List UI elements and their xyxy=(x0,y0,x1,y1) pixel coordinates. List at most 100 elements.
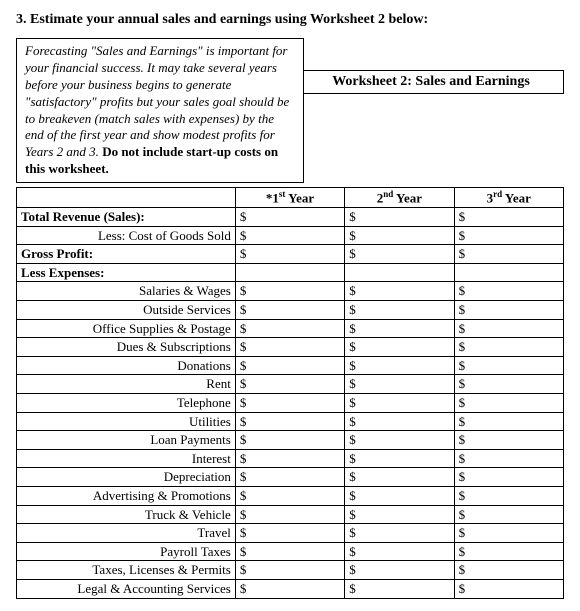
cell-year2[interactable] xyxy=(345,263,454,282)
cell-year3[interactable]: $ xyxy=(454,393,563,412)
cell-year1[interactable]: $ xyxy=(235,301,344,320)
cell-year3[interactable]: $ xyxy=(454,282,563,301)
row-label: Depreciation xyxy=(17,468,236,487)
cell-year3[interactable]: $ xyxy=(454,319,563,338)
table-row: Taxes, Licenses & Permits$$$ xyxy=(17,561,564,580)
row-label: Outside Services xyxy=(17,301,236,320)
cell-year1[interactable] xyxy=(235,263,344,282)
cell-year2[interactable]: $ xyxy=(345,375,454,394)
cell-year3[interactable]: $ xyxy=(454,431,563,450)
cell-year1[interactable]: $ xyxy=(235,208,344,227)
cell-year2[interactable]: $ xyxy=(345,505,454,524)
cell-year1[interactable]: $ xyxy=(235,542,344,561)
cell-year2[interactable]: $ xyxy=(345,486,454,505)
row-label: Truck & Vehicle xyxy=(17,505,236,524)
cell-year3[interactable]: $ xyxy=(454,226,563,245)
table-row: Less Expenses: xyxy=(17,263,564,282)
table-row: Telephone$$$ xyxy=(17,393,564,412)
cell-year2[interactable]: $ xyxy=(345,245,454,264)
cell-year3[interactable]: $ xyxy=(454,505,563,524)
table-row: Legal & Accounting Services$$$ xyxy=(17,579,564,598)
cell-year2[interactable]: $ xyxy=(345,579,454,598)
cell-year2[interactable]: $ xyxy=(345,542,454,561)
table-row: Total Revenue (Sales):$$$ xyxy=(17,208,564,227)
cell-year2[interactable]: $ xyxy=(345,524,454,543)
cell-year2[interactable]: $ xyxy=(345,301,454,320)
cell-year2[interactable]: $ xyxy=(345,393,454,412)
row-label: Salaries & Wages xyxy=(17,282,236,301)
cell-year2[interactable]: $ xyxy=(345,208,454,227)
table-row: Utilities$$$ xyxy=(17,412,564,431)
cell-year1[interactable]: $ xyxy=(235,524,344,543)
table-row: Advertising & Promotions$$$ xyxy=(17,486,564,505)
cell-year1[interactable]: $ xyxy=(235,393,344,412)
cell-year2[interactable]: $ xyxy=(345,449,454,468)
cell-year2[interactable]: $ xyxy=(345,226,454,245)
section-heading: 3. Estimate your annual sales and earnin… xyxy=(16,12,564,28)
table-row: Interest$$$ xyxy=(17,449,564,468)
cell-year3[interactable]: $ xyxy=(454,542,563,561)
col-header-year2: 2nd Year xyxy=(345,188,454,208)
row-label: Telephone xyxy=(17,393,236,412)
cell-year1[interactable]: $ xyxy=(235,505,344,524)
row-label: Gross Profit: xyxy=(17,245,236,264)
table-row: Payroll Taxes$$$ xyxy=(17,542,564,561)
worksheet-table: *1st Year 2nd Year 3rd Year Total Revenu… xyxy=(16,187,564,598)
cell-year1[interactable]: $ xyxy=(235,338,344,357)
cell-year1[interactable]: $ xyxy=(235,561,344,580)
cell-year3[interactable]: $ xyxy=(454,245,563,264)
cell-year3[interactable]: $ xyxy=(454,486,563,505)
cell-year3[interactable]: $ xyxy=(454,338,563,357)
table-row: Donations$$$ xyxy=(17,356,564,375)
cell-year3[interactable]: $ xyxy=(454,375,563,394)
cell-year2[interactable]: $ xyxy=(345,412,454,431)
row-label: Total Revenue (Sales): xyxy=(17,208,236,227)
cell-year2[interactable]: $ xyxy=(345,282,454,301)
cell-year3[interactable] xyxy=(454,263,563,282)
row-label: Less: Cost of Goods Sold xyxy=(17,226,236,245)
cell-year3[interactable]: $ xyxy=(454,356,563,375)
cell-year3[interactable]: $ xyxy=(454,524,563,543)
table-row: Less: Cost of Goods Sold$$$ xyxy=(17,226,564,245)
cell-year1[interactable]: $ xyxy=(235,356,344,375)
cell-year1[interactable]: $ xyxy=(235,319,344,338)
row-label: Less Expenses: xyxy=(17,263,236,282)
cell-year1[interactable]: $ xyxy=(235,226,344,245)
row-label: Legal & Accounting Services xyxy=(17,579,236,598)
callout-italic: Forecasting "Sales and Earnings" is impo… xyxy=(25,43,289,159)
row-label: Taxes, Licenses & Permits xyxy=(17,561,236,580)
table-row: Dues & Subscriptions$$$ xyxy=(17,338,564,357)
cell-year1[interactable]: $ xyxy=(235,468,344,487)
cell-year3[interactable]: $ xyxy=(454,449,563,468)
cell-year1[interactable]: $ xyxy=(235,282,344,301)
row-label: Payroll Taxes xyxy=(17,542,236,561)
row-label: Travel xyxy=(17,524,236,543)
cell-year3[interactable]: $ xyxy=(454,579,563,598)
table-row: Gross Profit:$$$ xyxy=(17,245,564,264)
table-row: Loan Payments$$$ xyxy=(17,431,564,450)
cell-year3[interactable]: $ xyxy=(454,561,563,580)
cell-year2[interactable]: $ xyxy=(345,338,454,357)
cell-year2[interactable]: $ xyxy=(345,356,454,375)
table-row: Travel$$$ xyxy=(17,524,564,543)
cell-year3[interactable]: $ xyxy=(454,412,563,431)
cell-year1[interactable]: $ xyxy=(235,245,344,264)
cell-year1[interactable]: $ xyxy=(235,412,344,431)
cell-year1[interactable]: $ xyxy=(235,486,344,505)
cell-year2[interactable]: $ xyxy=(345,468,454,487)
cell-year3[interactable]: $ xyxy=(454,468,563,487)
cell-year2[interactable]: $ xyxy=(345,319,454,338)
cell-year3[interactable]: $ xyxy=(454,301,563,320)
row-label: Office Supplies & Postage xyxy=(17,319,236,338)
forecast-callout: Forecasting "Sales and Earnings" is impo… xyxy=(16,38,304,183)
table-row: Truck & Vehicle$$$ xyxy=(17,505,564,524)
cell-year1[interactable]: $ xyxy=(235,449,344,468)
cell-year1[interactable]: $ xyxy=(235,375,344,394)
top-row: Forecasting "Sales and Earnings" is impo… xyxy=(16,38,564,183)
cell-year2[interactable]: $ xyxy=(345,431,454,450)
col-header-year3: 3rd Year xyxy=(454,188,563,208)
cell-year1[interactable]: $ xyxy=(235,431,344,450)
cell-year3[interactable]: $ xyxy=(454,208,563,227)
cell-year1[interactable]: $ xyxy=(235,579,344,598)
cell-year2[interactable]: $ xyxy=(345,561,454,580)
